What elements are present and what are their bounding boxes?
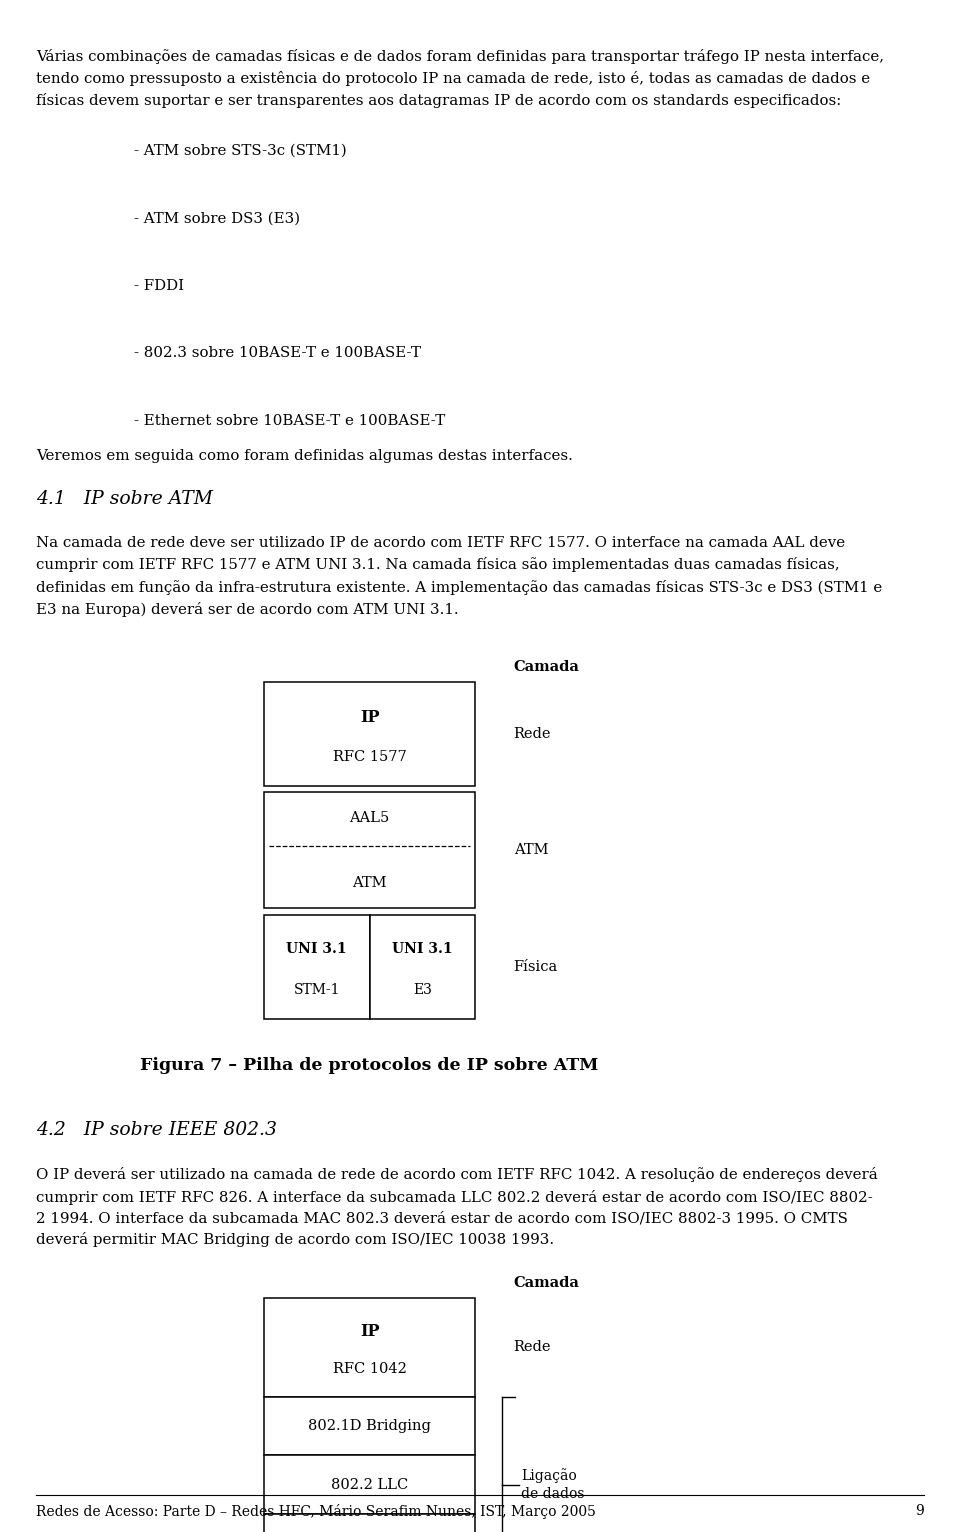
Text: RFC 1042: RFC 1042: [333, 1362, 406, 1376]
Text: 4.2   IP sobre IEEE 802.3: 4.2 IP sobre IEEE 802.3: [36, 1121, 277, 1140]
Text: - ATM sobre STS-3c (STM1): - ATM sobre STS-3c (STM1): [134, 144, 347, 158]
Text: IP: IP: [360, 1324, 379, 1340]
Text: STM-1: STM-1: [294, 982, 340, 997]
Text: Na camada de rede deve ser utilizado IP de acordo com IETF RFC 1577. O interface: Na camada de rede deve ser utilizado IP …: [36, 536, 883, 617]
Text: - 802.3 sobre 10BASE-T e 100BASE-T: - 802.3 sobre 10BASE-T e 100BASE-T: [134, 346, 421, 360]
FancyBboxPatch shape: [264, 1455, 475, 1514]
Text: 4.1   IP sobre ATM: 4.1 IP sobre ATM: [36, 490, 213, 509]
Text: Várias combinações de camadas físicas e de dados foram definidas para transporta: Várias combinações de camadas físicas e …: [36, 49, 884, 109]
Text: UNI 3.1: UNI 3.1: [286, 942, 348, 956]
Text: Ligação
de dados: Ligação de dados: [521, 1468, 585, 1501]
Text: Rede: Rede: [514, 1340, 551, 1354]
Text: Camada: Camada: [514, 1276, 580, 1290]
Text: 802.1D Bridging: 802.1D Bridging: [308, 1419, 431, 1434]
Text: ATM: ATM: [514, 843, 548, 858]
FancyBboxPatch shape: [264, 792, 475, 908]
Text: Figura 7 – Pilha de protocolos de IP sobre ATM: Figura 7 – Pilha de protocolos de IP sob…: [140, 1057, 599, 1074]
FancyBboxPatch shape: [264, 915, 370, 1019]
Text: - Ethernet sobre 10BASE-T e 100BASE-T: - Ethernet sobre 10BASE-T e 100BASE-T: [134, 414, 445, 427]
Text: IP: IP: [360, 709, 379, 726]
Text: Física: Física: [514, 959, 558, 974]
Text: AAL5: AAL5: [349, 810, 390, 824]
Text: - ATM sobre DS3 (E3): - ATM sobre DS3 (E3): [134, 211, 300, 225]
Text: 802.2 LLC: 802.2 LLC: [331, 1477, 408, 1492]
Text: RFC 1577: RFC 1577: [333, 749, 406, 764]
Text: ATM: ATM: [352, 876, 387, 890]
FancyBboxPatch shape: [264, 1514, 475, 1532]
Text: Rede: Rede: [514, 726, 551, 741]
Text: Veremos em seguida como foram definidas algumas destas interfaces.: Veremos em seguida como foram definidas …: [36, 449, 573, 463]
Text: UNI 3.1: UNI 3.1: [392, 942, 453, 956]
FancyBboxPatch shape: [264, 1397, 475, 1455]
Text: O IP deverá ser utilizado na camada de rede de acordo com IETF RFC 1042. A resol: O IP deverá ser utilizado na camada de r…: [36, 1167, 878, 1247]
Text: - FDDI: - FDDI: [134, 279, 184, 293]
Text: 9: 9: [915, 1504, 924, 1518]
Text: E3: E3: [413, 982, 432, 997]
FancyBboxPatch shape: [264, 1298, 475, 1397]
FancyBboxPatch shape: [264, 682, 475, 786]
Text: Redes de Acesso: Parte D – Redes HFC, Mário Serafim Nunes, IST, Março 2005: Redes de Acesso: Parte D – Redes HFC, Má…: [36, 1504, 596, 1520]
FancyBboxPatch shape: [370, 915, 475, 1019]
Text: Camada: Camada: [514, 660, 580, 674]
